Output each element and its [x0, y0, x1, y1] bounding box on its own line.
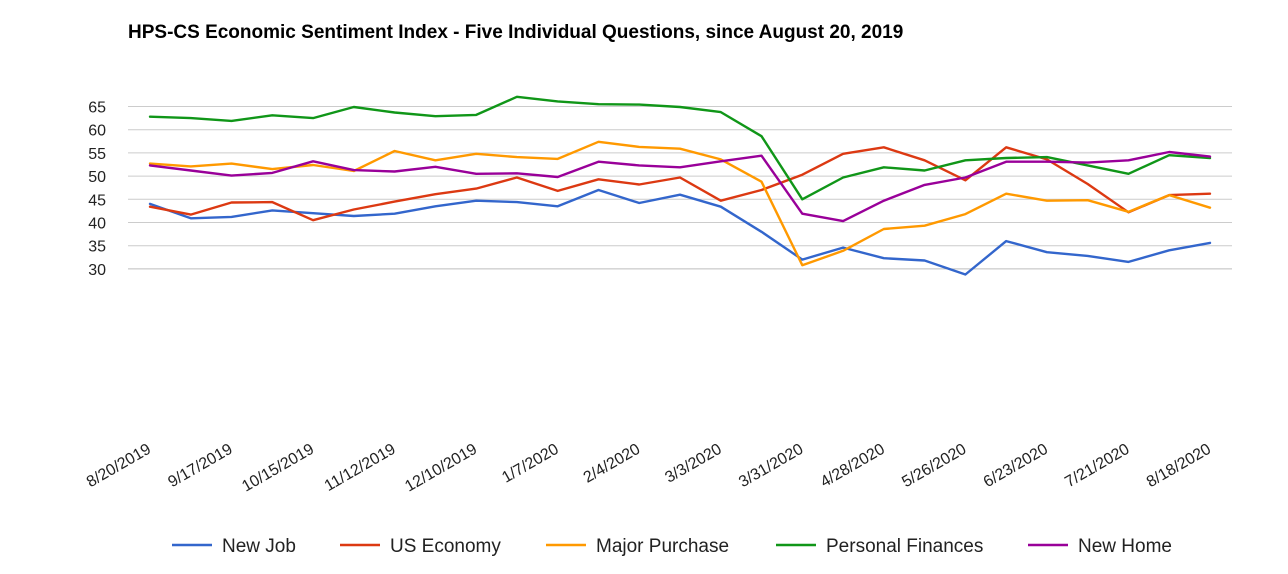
y-tick-label: 50	[88, 169, 106, 186]
legend-label: New Home	[1078, 536, 1172, 557]
legend-label: US Economy	[390, 536, 501, 557]
series-line-3	[148, 95, 1212, 201]
series-line-2	[148, 140, 1212, 267]
x-tick-label: 5/26/2020	[899, 441, 969, 491]
x-tick-label: 3/3/2020	[662, 441, 725, 487]
y-tick-label: 45	[88, 192, 106, 209]
x-tick-label: 11/12/2019	[322, 441, 399, 495]
legend-label: New Job	[222, 536, 296, 557]
y-tick-label: 35	[88, 239, 106, 256]
x-tick-label: 3/31/2020	[736, 441, 806, 491]
x-tick-label: 8/20/2019	[84, 441, 154, 491]
x-tick-label: 12/10/2019	[402, 441, 480, 496]
y-tick-label: 55	[88, 146, 106, 163]
chart-title: HPS-CS Economic Sentiment Index - Five I…	[128, 22, 904, 43]
series-line-0	[148, 188, 1212, 276]
x-tick-label: 6/23/2020	[981, 441, 1051, 491]
legend-label: Major Purchase	[596, 536, 729, 557]
legend-label: Personal Finances	[826, 536, 983, 557]
series-line-1	[148, 146, 1212, 222]
x-tick-label: 7/21/2020	[1062, 441, 1132, 491]
series-line-4	[148, 150, 1212, 223]
x-tick-label: 9/17/2019	[165, 441, 235, 491]
y-tick-label: 60	[88, 123, 106, 140]
x-tick-label: 2/4/2020	[581, 441, 644, 487]
y-tick-label: 40	[88, 216, 106, 233]
x-tick-label: 8/18/2020	[1144, 441, 1214, 491]
y-tick-label: 30	[88, 262, 106, 279]
x-tick-label: 4/28/2020	[818, 441, 888, 491]
y-tick-label: 65	[88, 100, 106, 117]
x-tick-label: 10/15/2019	[239, 441, 317, 496]
x-tick-label: 1/7/2020	[499, 441, 562, 487]
